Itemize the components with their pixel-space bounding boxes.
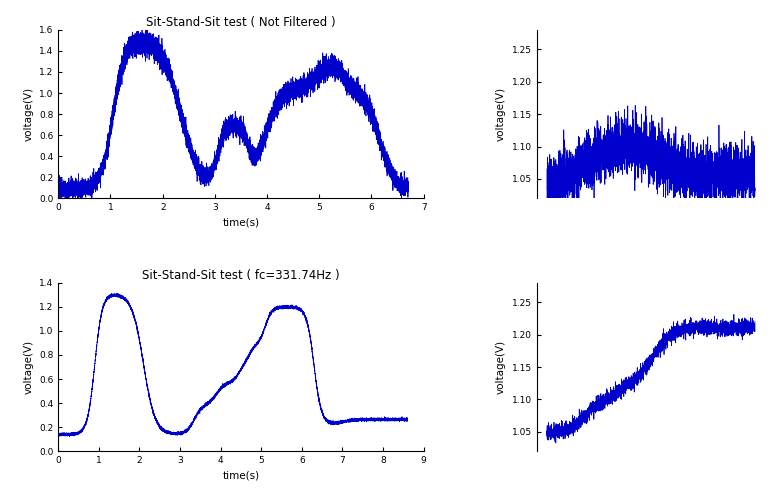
Y-axis label: voltage(V): voltage(V) (23, 87, 33, 141)
Y-axis label: voltage(V): voltage(V) (496, 87, 506, 141)
X-axis label: time(s): time(s) (222, 218, 260, 228)
Title: Sit-Stand-Sit test ( Not Filtered ): Sit-Stand-Sit test ( Not Filtered ) (146, 15, 336, 29)
Y-axis label: voltage(V): voltage(V) (496, 340, 506, 394)
Title: Sit-Stand-Sit test ( fc=331.74Hz ): Sit-Stand-Sit test ( fc=331.74Hz ) (142, 268, 340, 282)
Y-axis label: voltage(V): voltage(V) (23, 340, 33, 394)
X-axis label: time(s): time(s) (222, 471, 260, 481)
